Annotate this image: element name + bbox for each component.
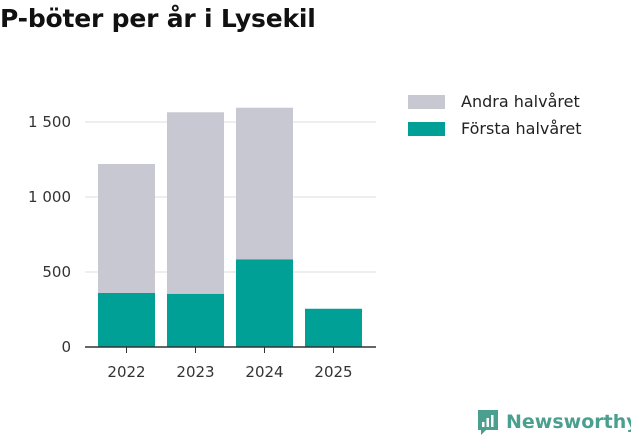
x-tick-label-2022: 2022	[107, 363, 145, 381]
y-tick-label-1500: 1 500	[28, 113, 71, 131]
brand-name: Newsworthy	[506, 411, 631, 433]
x-tick-label-2023: 2023	[176, 363, 214, 381]
y-tick-label-0: 0	[61, 338, 71, 356]
bar-2025-series-0	[305, 308, 362, 347]
legend: Andra halvåret Första halvåret	[408, 88, 582, 142]
bar-2022-series-1	[98, 164, 155, 293]
legend-swatch-forsta	[408, 121, 445, 136]
legend-label-forsta: Första halvåret	[461, 119, 582, 138]
legend-swatch-andra	[408, 94, 445, 109]
legend-label-andra: Andra halvåret	[461, 92, 580, 111]
legend-item-forsta: Första halvåret	[408, 115, 582, 142]
bars	[98, 107, 362, 347]
newsworthy-logo-icon	[478, 410, 498, 435]
bar-2024-series-0	[236, 259, 293, 347]
x-axis: 2022 2023 2024 2025	[85, 346, 376, 381]
brand-logo: Newsworthy	[476, 408, 631, 436]
bar-2024-series-1	[236, 107, 293, 260]
bar-2023-series-1	[167, 112, 224, 294]
y-axis: 0 500 1 000 1 500	[28, 113, 71, 356]
bar-2023-series-0	[167, 293, 224, 347]
x-tick-label-2025: 2025	[314, 363, 352, 381]
x-tick-label-2024: 2024	[245, 363, 283, 381]
y-tick-label-500: 500	[42, 263, 71, 281]
legend-item-andra: Andra halvåret	[408, 88, 582, 115]
y-tick-label-1000: 1 000	[28, 188, 71, 206]
bar-2022-series-0	[98, 293, 155, 347]
chart-title: P-böter per år i Lysekil	[0, 4, 316, 33]
